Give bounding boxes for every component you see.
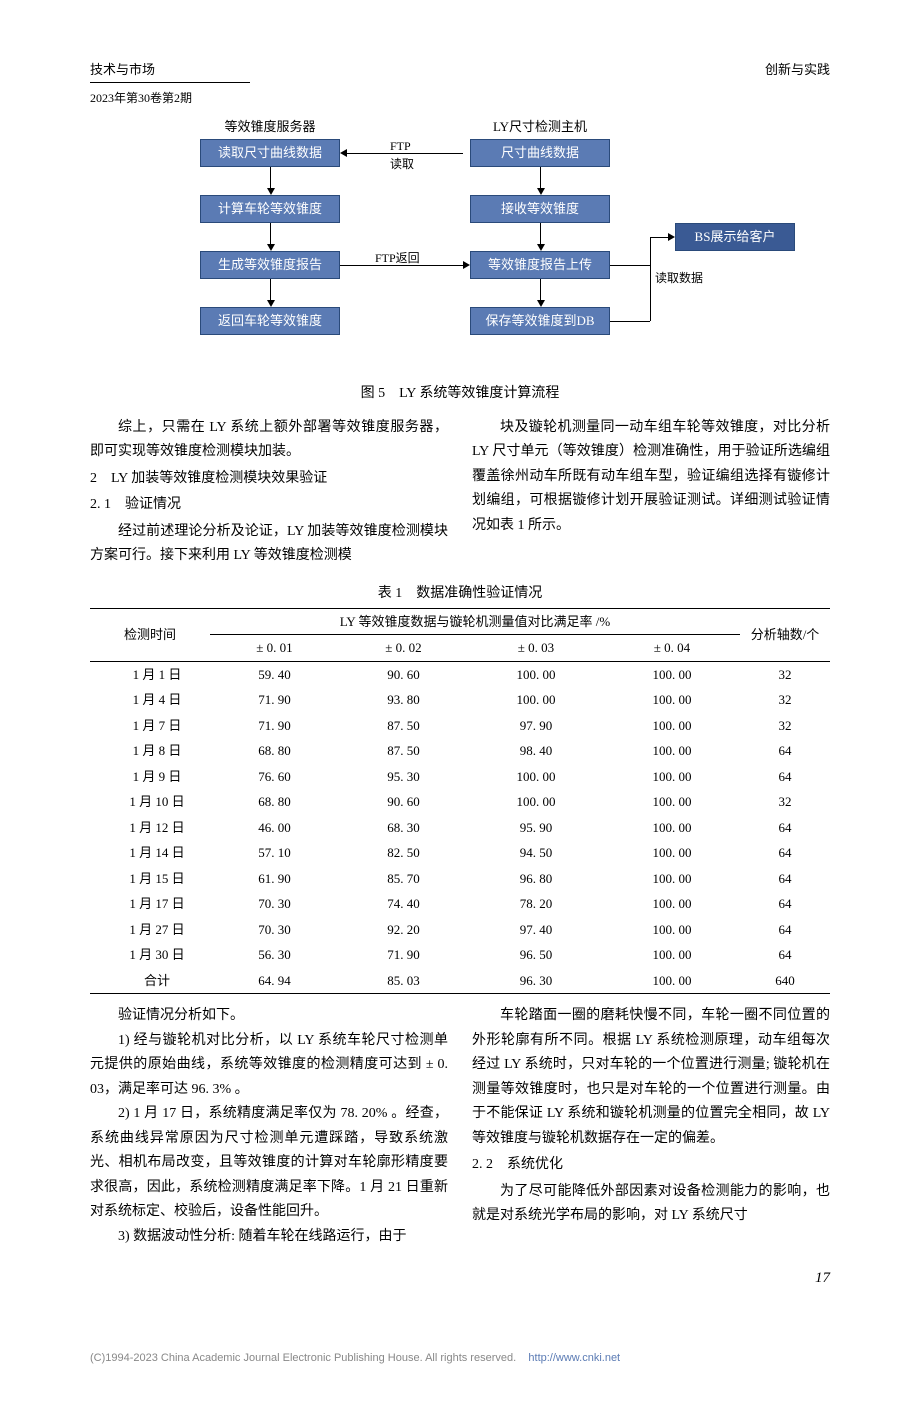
table-header-time: 检测时间: [90, 608, 210, 661]
footer-text: (C)1994-2023 China Academic Journal Elec…: [90, 1352, 516, 1364]
table-row: 1 月 8 日68. 8087. 5098. 40100. 0064: [90, 738, 830, 764]
data-table: 检测时间 LY 等效锥度数据与镟轮机测量值对比满足率 /% 分析轴数/个 ± 0…: [90, 608, 830, 995]
arrow-head-icon: [267, 300, 275, 307]
table-subheader: ± 0. 04: [604, 635, 740, 662]
paragraph: 经过前述理论分析及论证，LY 加装等效锥度检测模块方案可行。接下来利用 LY 等…: [90, 520, 448, 569]
table-row: 1 月 14 日57. 1082. 5094. 50100. 0064: [90, 840, 830, 866]
flowchart-arrow: [270, 279, 271, 301]
flowchart-node-left-3: 返回车轮等效锥度: [200, 307, 340, 335]
header-left-sub: 2023年第30卷第2期: [90, 89, 250, 107]
paragraph: 块及镟轮机测量同一动车组车轮等效锥度，对比分析 LY 尺寸单元（等效锥度）检测准…: [472, 416, 830, 539]
arrow-head-icon: [537, 188, 545, 195]
table-row: 1 月 15 日61. 9085. 7096. 80100. 0064: [90, 866, 830, 892]
body-columns-1: 综上，只需在 LY 系统上额外部署等效锥度服务器，即可实现等效锥度检测模块加装。…: [90, 416, 830, 569]
arrow-head-icon: [537, 244, 545, 251]
header-right-title: 创新与实践: [765, 60, 830, 107]
footer-link[interactable]: http://www.cnki.net: [528, 1352, 620, 1364]
table-header-axes: 分析轴数/个: [740, 608, 830, 661]
header-rule: [90, 82, 250, 83]
flowchart-left-group-label: 等效锥度服务器: [190, 117, 350, 137]
table-caption: 表 1 数据准确性验证情况: [90, 583, 830, 604]
page-header: 技术与市场 2023年第30卷第2期 创新与实践: [90, 60, 830, 107]
body-col-right: 块及镟轮机测量同一动车组车轮等效锥度，对比分析 LY 尺寸单元（等效锥度）检测准…: [472, 416, 830, 569]
flowchart-arrow: [540, 223, 541, 245]
arrow-head-icon: [668, 233, 675, 241]
flowchart-node-left-0: 读取尺寸曲线数据: [200, 139, 340, 167]
flowchart-node-right-3: 保存等效锥度到DB: [470, 307, 610, 335]
flowchart-node-right-0: 尺寸曲线数据: [470, 139, 610, 167]
flowchart-arrow: [270, 167, 271, 189]
arrow-head-icon: [537, 300, 545, 307]
flowchart-arrow: [540, 167, 541, 189]
table-row: 1 月 27 日70. 3092. 2097. 40100. 0064: [90, 917, 830, 943]
flowchart-label-ftp-return: FTP返回: [375, 249, 420, 267]
page-number: 17: [90, 1267, 830, 1290]
paragraph: 3) 数据波动性分析: 随着车轮在线路运行，由于: [90, 1225, 448, 1250]
table-row: 1 月 4 日71. 9093. 80100. 00100. 0032: [90, 687, 830, 713]
table-row: 1 月 7 日71. 9087. 5097. 90100. 0032: [90, 713, 830, 739]
table-row: 1 月 17 日70. 3074. 4078. 20100. 0064: [90, 891, 830, 917]
paragraph: 为了尽可能降低外部因素对设备检测能力的影响，也就是对系统光学布局的影响，对 LY…: [472, 1180, 830, 1229]
flowchart-arrow: [650, 237, 668, 238]
page-footer: (C)1994-2023 China Academic Journal Elec…: [90, 1350, 830, 1367]
flowchart-label-read-data: 读取数据: [655, 269, 703, 287]
flowchart-node-right-2: 等效锥度报告上传: [470, 251, 610, 279]
paragraph: 2) 1 月 17 日，系统精度满足率仅为 78. 20% 。经查，系统曲线异常…: [90, 1102, 448, 1225]
heading-3: 2. 2 系统优化: [472, 1153, 830, 1178]
table-subheader: ± 0. 03: [468, 635, 604, 662]
paragraph: 1) 经与镟轮机对比分析，以 LY 系统车轮尺寸检测单元提供的原始曲线，系统等效…: [90, 1029, 448, 1103]
figure-caption: 图 5 LY 系统等效锥度计算流程: [90, 383, 830, 404]
arrow-head-icon: [267, 244, 275, 251]
arrow-head-icon: [267, 188, 275, 195]
table-row: 1 月 1 日59. 4090. 60100. 00100. 0032: [90, 661, 830, 687]
table-row: 1 月 30 日56. 3071. 9096. 50100. 0064: [90, 942, 830, 968]
arrow-head-icon: [463, 261, 470, 269]
table-total-row: 合计64. 9485. 0396. 30100. 00640: [90, 968, 830, 994]
flowchart-node-left-1: 计算车轮等效锥度: [200, 195, 340, 223]
flowchart-figure: 等效锥度服务器 LY尺寸检测主机 读取尺寸曲线数据 计算车轮等效锥度 生成等效锥…: [100, 117, 820, 377]
flowchart-right-group-label: LY尺寸检测主机: [460, 117, 620, 137]
paragraph: 车轮踏面一圈的磨耗快慢不同，车轮一圈不同位置的外形轮廓有所不同。根据 LY 系统…: [472, 1004, 830, 1151]
paragraph: 综上，只需在 LY 系统上额外部署等效锥度服务器，即可实现等效锥度检测模块加装。: [90, 416, 448, 465]
table-subheader: ± 0. 02: [339, 635, 468, 662]
flowchart-arrow: [610, 265, 650, 266]
table-row: 1 月 9 日76. 6095. 30100. 00100. 0064: [90, 764, 830, 790]
table-header-span: LY 等效锥度数据与镟轮机测量值对比满足率 /%: [210, 608, 740, 635]
flowchart-arrow: [610, 321, 650, 322]
heading-3: 2. 1 验证情况: [90, 493, 448, 518]
paragraph: 验证情况分析如下。: [90, 1004, 448, 1029]
header-left-title: 技术与市场: [90, 60, 250, 80]
flowchart-arrow: [650, 237, 651, 321]
flowchart-label-ftp-read: FTP 读取: [390, 137, 414, 173]
body-col-left-2: 验证情况分析如下。 1) 经与镟轮机对比分析，以 LY 系统车轮尺寸检测单元提供…: [90, 1004, 448, 1249]
arrow-head-icon: [340, 149, 347, 157]
table-subheader: ± 0. 01: [210, 635, 339, 662]
flowchart-node-right-1: 接收等效锥度: [470, 195, 610, 223]
heading-2: 2 LY 加装等效锥度检测模块效果验证: [90, 467, 448, 492]
body-col-left: 综上，只需在 LY 系统上额外部署等效锥度服务器，即可实现等效锥度检测模块加装。…: [90, 416, 448, 569]
flowchart-node-client: BS展示给客户: [675, 223, 795, 251]
table-row: 1 月 10 日68. 8090. 60100. 00100. 0032: [90, 789, 830, 815]
body-col-right-2: 车轮踏面一圈的磨耗快慢不同，车轮一圈不同位置的外形轮廓有所不同。根据 LY 系统…: [472, 1004, 830, 1249]
flowchart-arrow: [540, 279, 541, 301]
body-columns-2: 验证情况分析如下。 1) 经与镟轮机对比分析，以 LY 系统车轮尺寸检测单元提供…: [90, 1004, 830, 1249]
table-row: 1 月 12 日46. 0068. 3095. 90100. 0064: [90, 815, 830, 841]
flowchart-node-left-2: 生成等效锥度报告: [200, 251, 340, 279]
flowchart-arrow: [270, 223, 271, 245]
